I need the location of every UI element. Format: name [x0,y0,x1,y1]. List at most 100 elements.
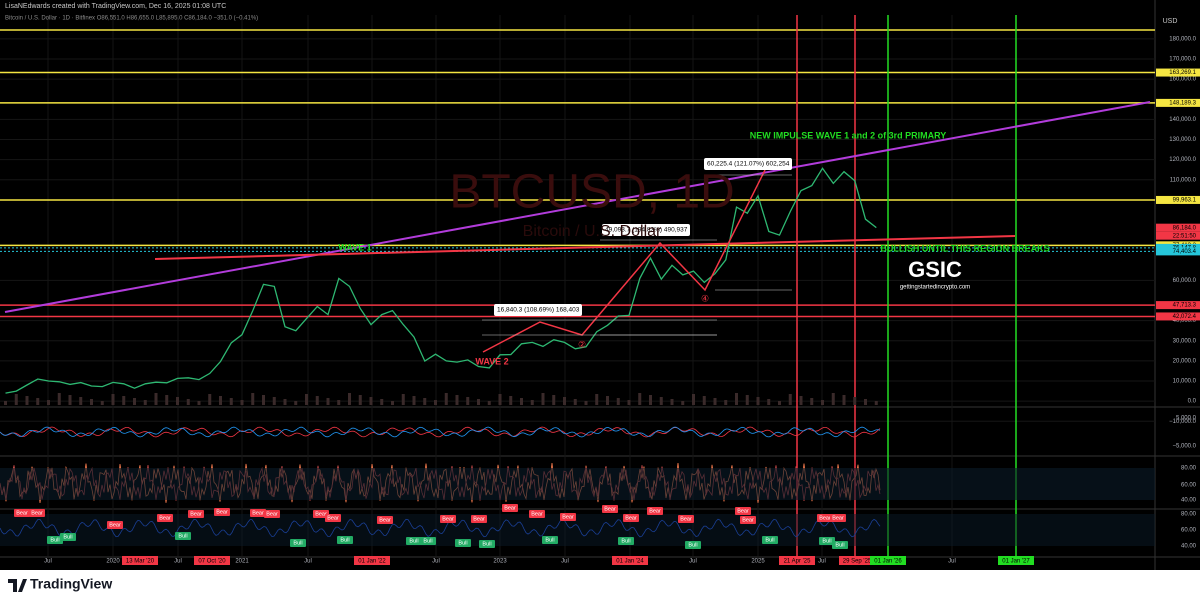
watermark-name: Bitcoin / U.S. Dollar [523,223,662,240]
y-tick-label: 110,000.0 [1170,177,1197,183]
time-highlight [870,556,906,565]
time-label: 01 Jan '26 [874,559,902,565]
time-highlight [612,556,648,565]
price-tag-label: 99,963.1 [1173,198,1197,204]
signal-bg [832,541,848,549]
bullish-note: BULLISH UNTIL THIS REGION BREAKS [880,243,1049,253]
signal-label: Bull [545,537,554,543]
pane-label: −5,000.0 [1172,444,1196,450]
y-tick-label: 170,000.0 [1169,57,1196,63]
price-tag [1156,223,1200,232]
time-label: 2020 [106,559,120,565]
signal-label: Bull [293,540,302,546]
time-label: Jul [689,559,697,565]
signal-label: Bear [266,511,278,517]
signal-label: Bear [504,505,516,511]
time-label: 07 Oct '20 [198,559,226,565]
signal-label: Bull [688,542,697,548]
time-label: Jul [432,559,440,565]
signal-bg [420,537,436,545]
measure-label: 16,840.3 (108.69%) 168,403 [497,307,580,314]
signal-label: Bull [63,534,72,540]
y-tick-label: 140,000.0 [1169,117,1196,123]
price-tag-label: 148,189.3 [1169,100,1196,106]
signal-label: Bull [178,533,187,539]
signal-bg [214,508,230,516]
time-label: 2023 [493,559,507,565]
signal-bg [602,505,618,513]
measure-label: 60,225.4 (121.07%) 602,254 [707,161,790,168]
logo: GSIC [908,257,962,282]
y-tick-label: 10,000.0 [1173,379,1197,385]
signal-bg [325,514,341,522]
currency: USD [1163,18,1178,25]
signal-bg [47,536,63,544]
signal-label: Bull [409,538,418,544]
signal-label: Bull [822,538,831,544]
time-highlight [998,556,1034,565]
signal-label: Bear [832,515,844,521]
signal-label: Bear [109,522,121,528]
wave-label: WAVE 1 [338,242,371,252]
signal-label: Bear [379,517,391,523]
signal-label: Bear [31,510,43,516]
signal-bg [647,507,663,515]
signal-bg [107,521,123,529]
measure-label: 49,093.7 (194.83%) 490,937 [605,227,688,234]
signal-bg [819,537,835,545]
y-tick-label: 30,000.0 [1173,338,1197,344]
price-tag-label: 42,072.4 [1173,314,1197,320]
logo-site: gettingstartedincrypto.com [900,285,970,291]
signal-label: Bear [327,515,339,521]
signal-label: Bear [819,515,831,521]
signal-label: Bull [340,537,349,543]
signal-bg [830,514,846,522]
signal-label: Bear [680,516,692,522]
signal-label: Bear [216,509,228,515]
signal-bg [157,514,173,522]
price-tag-label: 86,184.0 [1173,225,1197,231]
price-tag [1156,301,1200,310]
signal-bg [188,510,204,518]
y-tick-label: −10,000.0 [1169,419,1197,425]
signal-bg [678,515,694,523]
measure-box [494,304,582,316]
creator: LisaNEdwards created with TradingView.co… [5,3,226,10]
symbol-info: Bitcoin / U.S. Dollar · 1D · Bitfinex O8… [5,16,258,22]
y-tick-label: 130,000.0 [1169,137,1196,143]
y-tick-label: 0.0 [1188,399,1197,405]
signal-bg [479,540,495,548]
signal-bg [14,509,30,517]
time-label: Jul [44,559,52,565]
signal-bg [471,515,487,523]
signal-label: Bull [482,541,491,547]
countdown: 22:51:50 [1173,233,1197,239]
signal-label: Bear [604,506,616,512]
measure-box [704,158,792,170]
time-label: 01 Jan '27 [1002,559,1030,565]
y-tick-label: 160,000.0 [1169,77,1196,83]
signal-label: Bear [742,517,754,523]
signal-bg [623,514,639,522]
pane-label: 5,000.0 [1176,416,1197,422]
signal-bg [455,539,471,547]
price-tag [1156,98,1200,107]
time-label: 2021 [235,559,249,565]
time-label: 21 Apr '25 [784,559,811,565]
time-highlight [354,556,390,565]
time-label: Jul [948,559,956,565]
signal-label: Bear [16,510,28,516]
signal-label: Bear [315,511,327,517]
signal-label: Bear [562,514,574,520]
time-label: Jul [818,559,826,565]
signal-label: Bull [458,540,467,546]
time-label: 01 Jan '22 [358,559,386,565]
price-tag [1156,312,1200,321]
time-highlight [194,556,230,565]
signal-bg [529,510,545,518]
signal-label: Bull [50,537,59,543]
signal-bg [337,536,353,544]
pane-label: 40.00 [1181,498,1197,504]
